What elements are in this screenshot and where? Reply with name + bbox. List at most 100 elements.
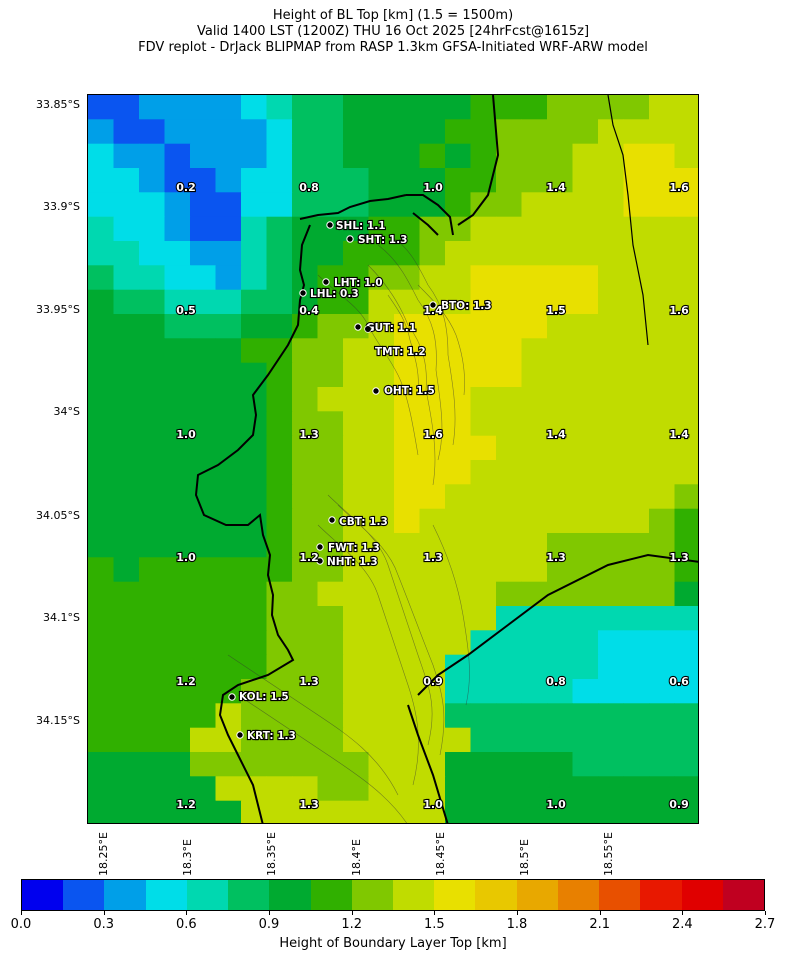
station-marker[interactable] <box>228 693 236 701</box>
bl-height-cell <box>113 387 140 412</box>
bl-height-cell <box>139 362 165 388</box>
colorbar-tickmark <box>765 911 766 915</box>
station-marker[interactable] <box>429 301 437 309</box>
bl-height-cell <box>164 95 191 120</box>
colorbar-label: Height of Boundary Layer Top [km] <box>279 936 507 951</box>
bl-height-cell <box>572 484 599 510</box>
bl-height-cell <box>521 362 548 388</box>
bl-height-cell <box>317 606 344 631</box>
bl-height-cell <box>598 776 624 802</box>
colorbar-swatch <box>145 880 187 910</box>
station-marker[interactable] <box>346 235 354 243</box>
bl-height-cell <box>649 581 675 607</box>
bl-height-cell <box>266 362 293 388</box>
bl-height-cell <box>215 411 242 437</box>
bl-height-cell <box>292 533 318 558</box>
station-marker[interactable] <box>326 221 334 229</box>
bl-height-cell <box>113 654 140 680</box>
bl-height-cell <box>496 362 522 388</box>
bl-height-cell <box>445 435 471 461</box>
bl-height-cell <box>470 581 497 607</box>
bl-height-cell <box>623 143 650 169</box>
bl-height-cell <box>394 411 420 437</box>
bl-height-cell <box>139 654 165 680</box>
bl-height-cell <box>521 411 548 437</box>
bl-height-cell <box>266 752 293 777</box>
bl-height-cell <box>215 557 242 583</box>
grid-value-label: 1.4 <box>546 428 566 441</box>
bl-height-cell <box>164 654 191 680</box>
bl-height-cell <box>547 752 573 777</box>
bl-height-cell <box>113 581 140 607</box>
bl-height-cell <box>343 95 369 120</box>
bl-height-cell <box>445 216 471 242</box>
bl-height-cell <box>368 168 395 193</box>
bl-height-cell <box>241 168 267 193</box>
bl-height-cell <box>88 460 114 485</box>
bl-height-cell <box>139 484 165 510</box>
bl-height-cell <box>88 679 114 704</box>
bl-height-cell <box>190 289 216 315</box>
bl-height-cell <box>241 216 267 242</box>
bl-height-cell <box>394 168 420 193</box>
bl-height-cell <box>547 192 573 218</box>
bl-height-cell <box>368 800 395 823</box>
bl-height-cell <box>215 654 242 680</box>
station-marker[interactable] <box>236 731 244 739</box>
colorbar-tick-label: 0.3 <box>93 917 114 932</box>
bl-height-cell <box>445 143 471 169</box>
bl-height-cell <box>113 435 140 461</box>
bl-height-cell <box>674 630 698 656</box>
bl-height-cell <box>572 776 599 802</box>
bl-height-cell <box>674 119 698 145</box>
bl-height-cell <box>394 119 420 145</box>
bl-height-cell <box>649 216 675 242</box>
station-marker[interactable] <box>354 323 362 331</box>
station-marker[interactable] <box>372 387 380 395</box>
bl-height-cell <box>419 265 446 291</box>
bl-height-cell <box>343 387 369 412</box>
station-marker[interactable] <box>316 543 324 551</box>
colorbar-tickmark <box>682 911 684 915</box>
bl-height-cell <box>470 752 497 777</box>
bl-height-cell <box>113 533 140 558</box>
bl-height-cell <box>598 216 624 242</box>
bl-height-cell <box>164 533 191 558</box>
bl-height-cell <box>164 460 191 485</box>
bl-height-cell <box>623 95 650 120</box>
bl-height-cell <box>88 143 114 169</box>
bl-height-cell <box>394 143 420 169</box>
bl-height-cell <box>598 606 624 631</box>
bl-height-cell <box>521 679 548 704</box>
bl-height-cell <box>241 654 267 680</box>
bl-height-cell <box>623 289 650 315</box>
colorbar-tick-label: 1.2 <box>341 917 362 932</box>
bl-height-cell <box>623 362 650 388</box>
bl-height-cell <box>623 752 650 777</box>
bl-height-cell <box>343 654 369 680</box>
bl-height-cell <box>470 533 497 558</box>
bl-height-cell <box>190 435 216 461</box>
station-marker[interactable] <box>322 278 330 286</box>
station-marker[interactable] <box>316 557 324 565</box>
bl-height-cell <box>547 508 573 534</box>
bl-height-cell <box>572 630 599 656</box>
bl-height-cell <box>343 289 369 315</box>
station-marker[interactable] <box>299 289 307 297</box>
bl-height-cell <box>241 606 267 631</box>
station-label: FWT: 1.3 <box>328 542 380 554</box>
bl-height-cell <box>215 800 242 823</box>
grid-value-label: 1.4 <box>546 181 566 194</box>
bl-height-cell <box>241 557 267 583</box>
bl-height-cell <box>470 654 497 680</box>
map-panel[interactable]: SHL: 1.1 SHT: 1.3 LHT: 1.0 LHL: 0.3 BTO: 1.3… <box>87 94 699 824</box>
bl-height-cell <box>215 338 242 364</box>
station-marker[interactable] <box>365 326 371 332</box>
bl-height-cell <box>394 557 420 583</box>
bl-height-cell <box>368 727 395 753</box>
station-marker[interactable] <box>328 516 336 524</box>
grid-value-label: 0.8 <box>546 675 566 688</box>
bl-height-cell <box>649 119 675 145</box>
bl-height-cell <box>445 508 471 534</box>
bl-height-cell <box>598 265 624 291</box>
